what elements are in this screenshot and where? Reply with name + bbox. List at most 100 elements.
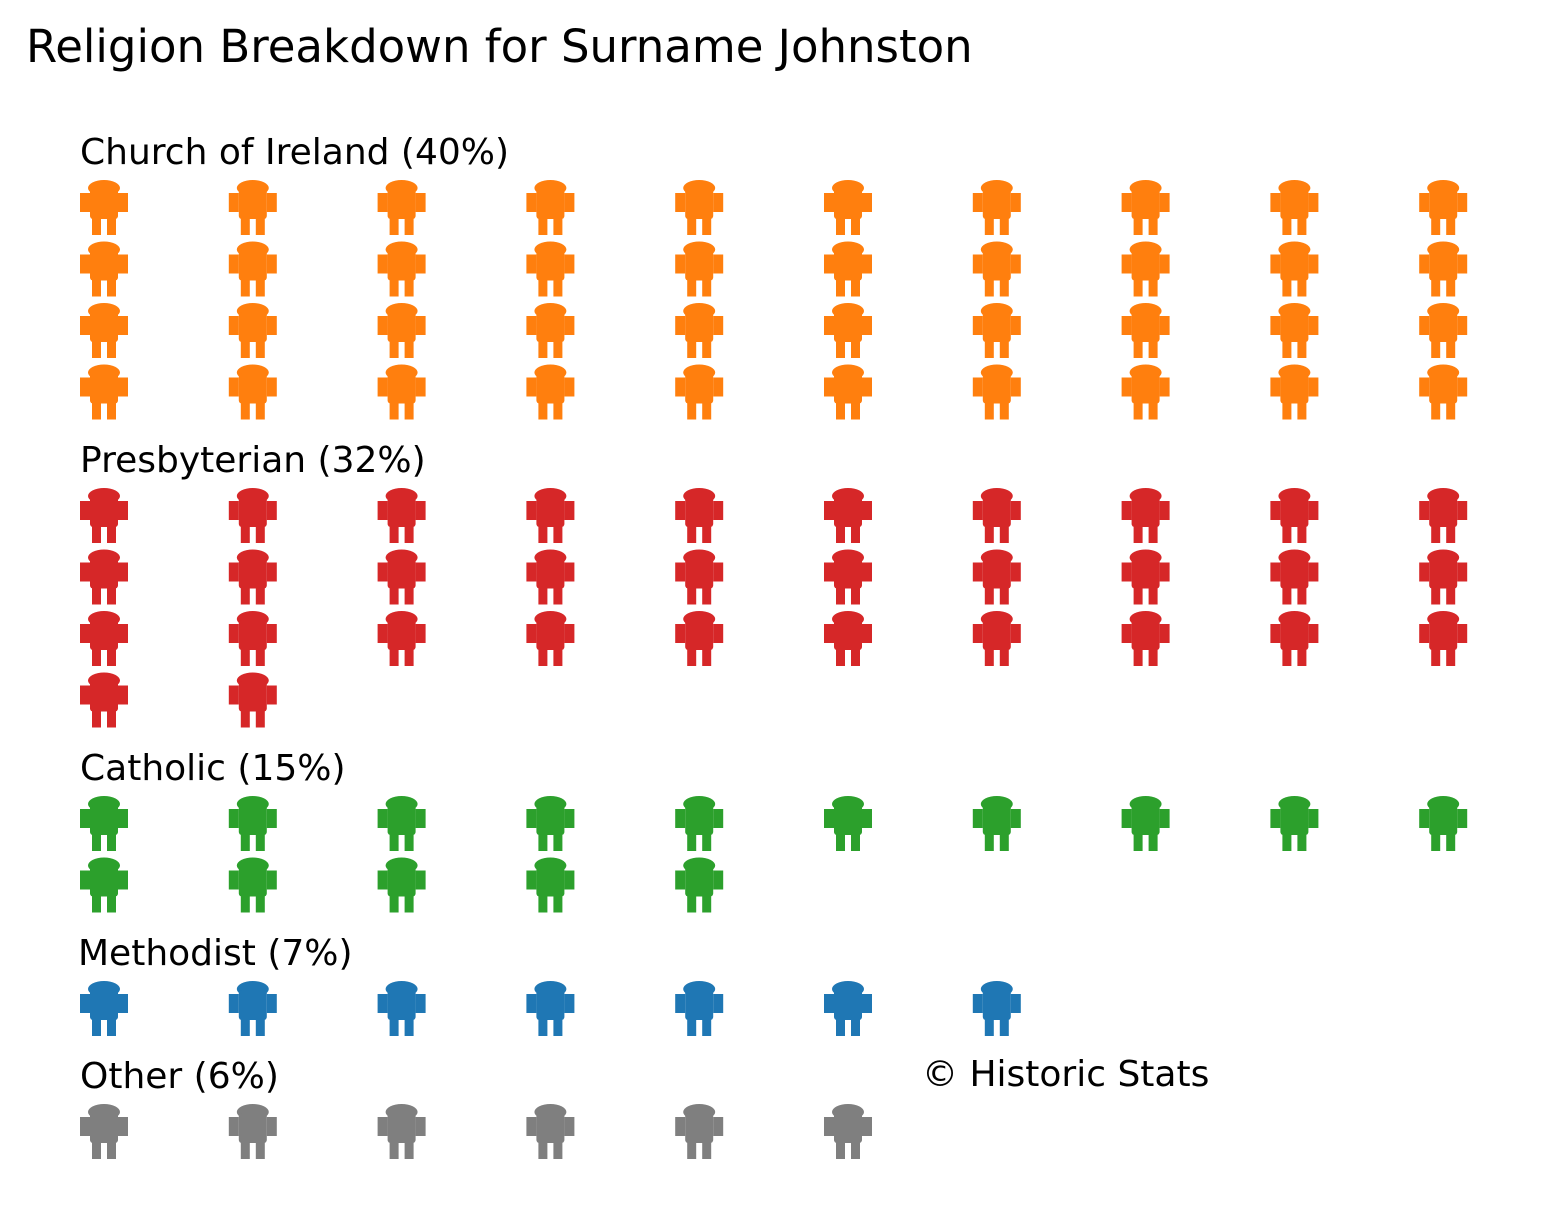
person-icon-catholic bbox=[675, 796, 724, 851]
person-icon-church-of-ireland bbox=[1121, 241, 1170, 297]
person-icon-church-of-ireland bbox=[972, 364, 1021, 420]
person-icon-catholic bbox=[80, 857, 128, 913]
person-icon-presbyterian bbox=[228, 488, 277, 543]
person-icon-church-of-ireland bbox=[1419, 241, 1468, 297]
person-icon-catholic bbox=[526, 796, 575, 851]
person-icon-church-of-ireland bbox=[824, 241, 872, 297]
person-icon-presbyterian bbox=[80, 549, 128, 605]
person-icon-church-of-ireland bbox=[1419, 303, 1468, 358]
person-icon-church-of-ireland bbox=[824, 364, 872, 420]
person-icon-church-of-ireland bbox=[526, 241, 575, 297]
person-icon-catholic bbox=[526, 857, 575, 913]
person-icon-catholic bbox=[1419, 796, 1468, 851]
person-icon-church-of-ireland bbox=[80, 303, 128, 358]
person-icon-church-of-ireland bbox=[972, 180, 1021, 235]
person-icon-methodist bbox=[80, 981, 128, 1036]
person-icon-church-of-ireland bbox=[1121, 303, 1170, 358]
person-icon-catholic bbox=[377, 857, 426, 913]
person-icon-other bbox=[377, 1104, 426, 1159]
credit-text: © Historic Stats bbox=[922, 1054, 1210, 1095]
person-icon-church-of-ireland bbox=[1419, 180, 1468, 235]
person-icon-catholic bbox=[1270, 796, 1319, 851]
person-icon-other bbox=[824, 1104, 872, 1159]
person-icon-church-of-ireland bbox=[675, 241, 724, 297]
person-icon-catholic bbox=[80, 796, 128, 851]
person-icon-presbyterian bbox=[526, 611, 575, 666]
person-icon-church-of-ireland bbox=[228, 180, 277, 235]
person-icon-presbyterian bbox=[377, 488, 426, 543]
person-icon-church-of-ireland bbox=[526, 303, 575, 358]
person-icon-presbyterian bbox=[526, 488, 575, 543]
person-icon-church-of-ireland bbox=[228, 303, 277, 358]
person-icon-church-of-ireland bbox=[824, 303, 872, 358]
person-icon-presbyterian bbox=[80, 611, 128, 666]
person-icon-presbyterian bbox=[1270, 611, 1319, 666]
group-label-church-of-ireland: Church of Ireland (40%) bbox=[80, 132, 510, 173]
group-label-methodist: Methodist (7%) bbox=[78, 933, 353, 974]
chart-title: Religion Breakdown for Surname Johnston bbox=[26, 20, 973, 73]
person-icon-other bbox=[675, 1104, 724, 1159]
person-icon-church-of-ireland bbox=[377, 364, 426, 420]
person-icon-catholic bbox=[228, 796, 277, 851]
person-icon-presbyterian bbox=[1419, 488, 1468, 543]
person-icon-catholic bbox=[377, 796, 426, 851]
person-icon-presbyterian bbox=[675, 549, 724, 605]
person-icon-presbyterian bbox=[972, 611, 1021, 666]
person-icon-church-of-ireland bbox=[824, 180, 872, 235]
person-icon-church-of-ireland bbox=[377, 241, 426, 297]
person-icon-catholic bbox=[675, 857, 724, 913]
person-icon-church-of-ireland bbox=[228, 364, 277, 420]
person-icon-methodist bbox=[526, 981, 575, 1036]
person-icon-methodist bbox=[228, 981, 277, 1036]
person-icon-presbyterian bbox=[1270, 488, 1319, 543]
person-icon-church-of-ireland bbox=[1121, 364, 1170, 420]
person-icon-other bbox=[80, 1104, 128, 1159]
person-icon-presbyterian bbox=[824, 488, 872, 543]
person-icon-catholic bbox=[972, 796, 1021, 851]
person-icon-church-of-ireland bbox=[1270, 180, 1319, 235]
person-icon-presbyterian bbox=[228, 611, 277, 666]
group-label-other: Other (6%) bbox=[80, 1056, 279, 1097]
person-icon-church-of-ireland bbox=[80, 241, 128, 297]
person-icon-presbyterian bbox=[1419, 611, 1468, 666]
person-icon-church-of-ireland bbox=[1270, 241, 1319, 297]
person-icon-presbyterian bbox=[824, 611, 872, 666]
person-icon-presbyterian bbox=[675, 488, 724, 543]
person-icon-church-of-ireland bbox=[526, 364, 575, 420]
group-label-catholic: Catholic (15%) bbox=[80, 748, 346, 789]
person-icon-church-of-ireland bbox=[80, 364, 128, 420]
group-label-presbyterian: Presbyterian (32%) bbox=[80, 440, 426, 481]
person-icon-presbyterian bbox=[80, 488, 128, 543]
person-icon-church-of-ireland bbox=[972, 303, 1021, 358]
person-icon-church-of-ireland bbox=[1270, 364, 1319, 420]
person-icon-catholic bbox=[824, 796, 872, 851]
person-icon-presbyterian bbox=[1121, 611, 1170, 666]
person-icon-presbyterian bbox=[972, 549, 1021, 605]
person-icon-presbyterian bbox=[1270, 549, 1319, 605]
person-icon-church-of-ireland bbox=[377, 180, 426, 235]
person-icon-church-of-ireland bbox=[1270, 303, 1319, 358]
person-icon-presbyterian bbox=[824, 549, 872, 605]
person-icon-methodist bbox=[824, 981, 872, 1036]
person-icon-other bbox=[228, 1104, 277, 1159]
person-icon-presbyterian bbox=[1121, 549, 1170, 605]
person-icon-methodist bbox=[972, 981, 1021, 1036]
person-icon-church-of-ireland bbox=[675, 303, 724, 358]
person-icon-presbyterian bbox=[972, 488, 1021, 543]
person-icon-presbyterian bbox=[526, 549, 575, 605]
person-icon-church-of-ireland bbox=[377, 303, 426, 358]
person-icon-catholic bbox=[228, 857, 277, 913]
person-icon-church-of-ireland bbox=[1121, 180, 1170, 235]
person-icon-church-of-ireland bbox=[1419, 364, 1468, 420]
person-icon-church-of-ireland bbox=[526, 180, 575, 235]
person-icon-presbyterian bbox=[377, 611, 426, 666]
person-icon-church-of-ireland bbox=[675, 180, 724, 235]
person-icon-church-of-ireland bbox=[228, 241, 277, 297]
person-icon-presbyterian bbox=[80, 672, 128, 728]
person-icon-church-of-ireland bbox=[80, 180, 128, 235]
person-icon-presbyterian bbox=[377, 549, 426, 605]
person-icon-catholic bbox=[1121, 796, 1170, 851]
person-icon-church-of-ireland bbox=[972, 241, 1021, 297]
person-icon-methodist bbox=[377, 981, 426, 1036]
